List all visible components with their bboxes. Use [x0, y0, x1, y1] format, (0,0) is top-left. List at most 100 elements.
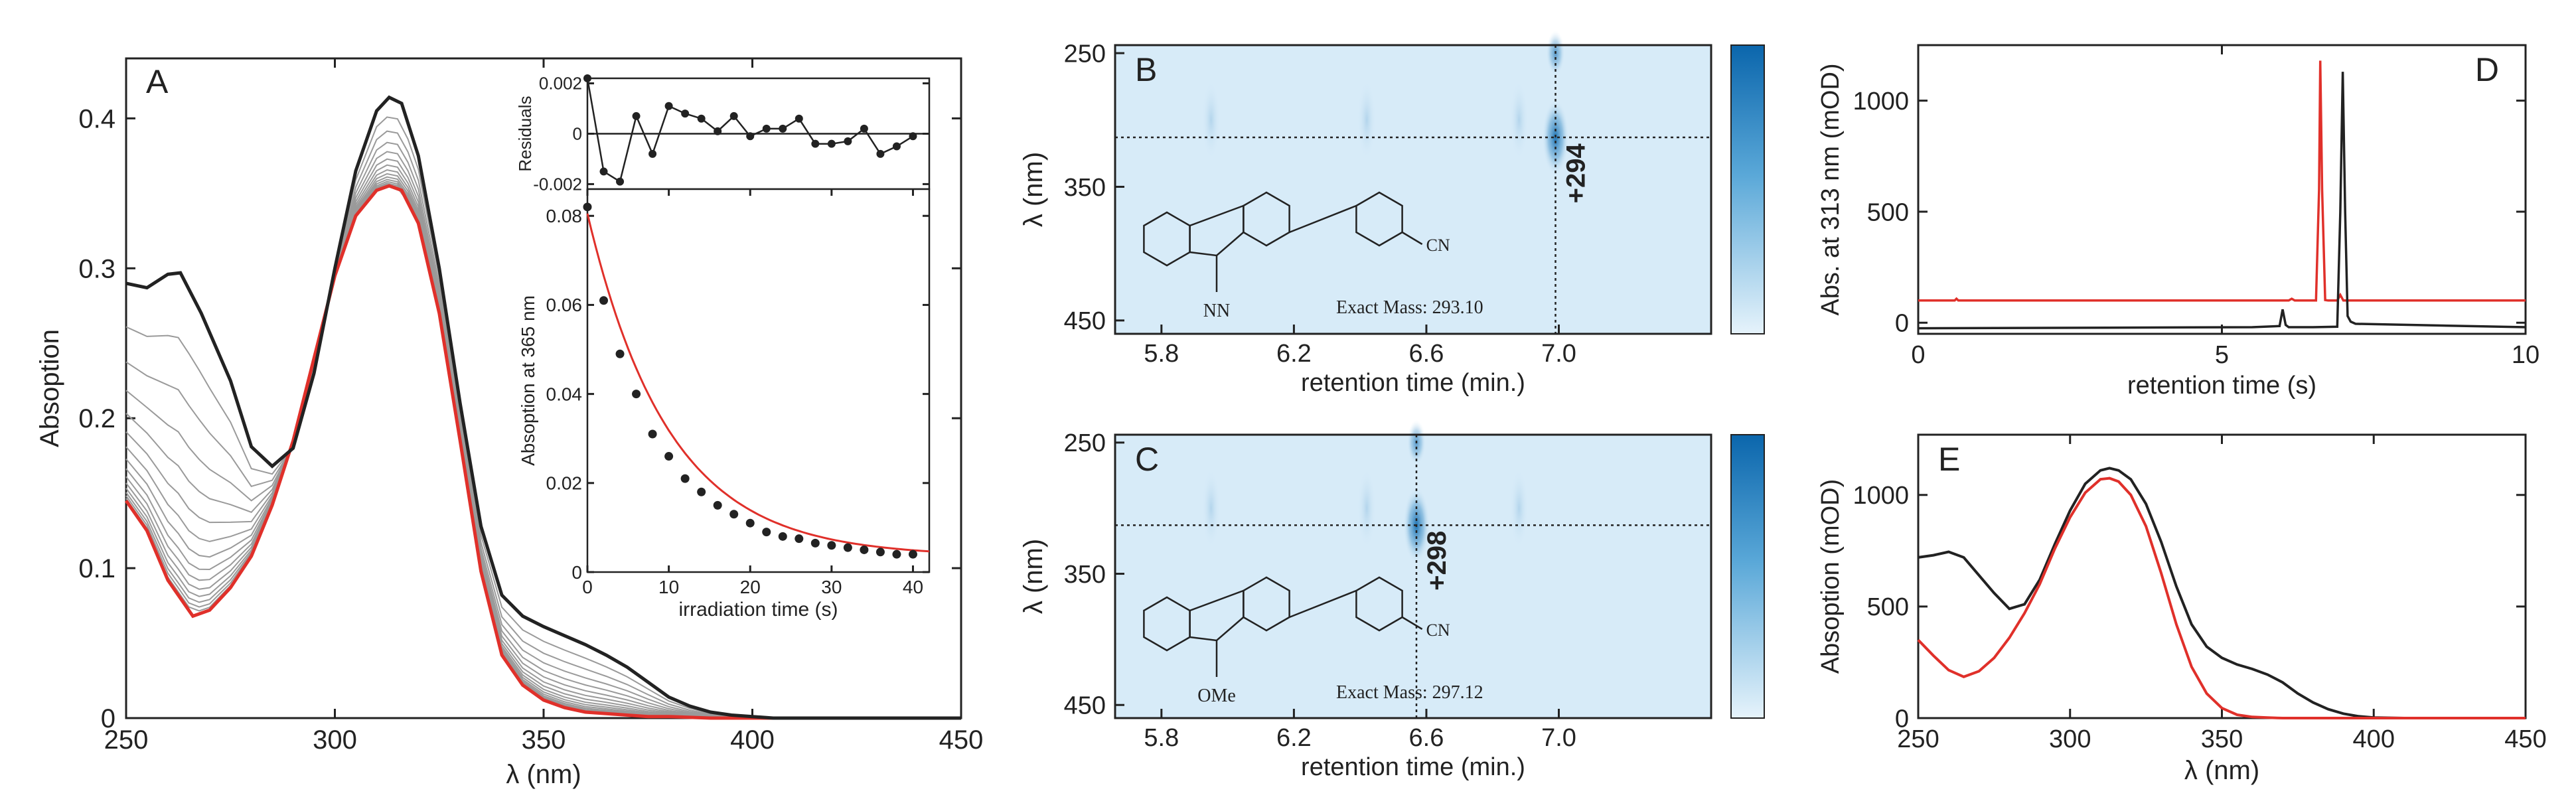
decay-y-tick-label: 0.02: [546, 473, 583, 494]
heatmap-y-tick-label: 250: [1064, 40, 1106, 68]
residual-point: [860, 124, 868, 133]
colorbar: [1730, 44, 1765, 334]
decay-y-tick-label: 0.06: [546, 295, 583, 315]
panel-e-x-tick-label: 350: [2201, 725, 2243, 753]
heatmap-frame: [1114, 433, 1712, 719]
decay-x-label: irradiation time (s): [678, 599, 838, 621]
panel-a-y-tick-label: 0.1: [78, 554, 115, 583]
heatmap-x-tick-label: 6.2: [1276, 724, 1312, 752]
residual-point: [779, 124, 787, 133]
faint-band: [1357, 468, 1377, 548]
panel-a-x-label: λ (nm): [506, 760, 581, 789]
faint-band: [1201, 468, 1221, 548]
panel-b-heatmap: 5.8 6.2 6.6 7.0 250 350 450 retention time (min…: [1019, 31, 1765, 397]
panel-d-x-tick-label: 5: [2215, 341, 2229, 369]
panel-d-y-tick-label: 0: [1895, 310, 1909, 338]
heatmap-x-tick-label: 6.2: [1276, 340, 1312, 368]
residuals-y-label: Residuals: [515, 96, 535, 171]
panel-d-x-tick-label: 10: [2512, 341, 2539, 369]
benzene-ring: [1355, 576, 1403, 632]
decay-y-tick-label: 0.04: [546, 384, 583, 404]
final-spectrum-line: [124, 184, 961, 720]
panel-d-x-tick-label: 0: [1911, 341, 1925, 369]
heatmap-x-tick-label: 5.8: [1144, 340, 1179, 368]
faint-band: [1357, 80, 1377, 160]
peak-mass-annotation: +294: [1562, 143, 1591, 204]
nitrile-bond: [1401, 616, 1423, 630]
decay-y-tick-label: 0: [571, 562, 582, 583]
heatmap-background: [1115, 45, 1711, 334]
molecule-structure: [1143, 191, 1423, 292]
molecule-structure: [1143, 576, 1423, 677]
decay-x-tick-label: 10: [658, 577, 679, 597]
substituent-label: NN: [1203, 301, 1230, 321]
panel-a-x-tick-label: 250: [104, 725, 149, 755]
panel-a-decay-inset: 0 10 20 30 40 0 0.02 0.04 0.06 0.08 irradiation ti…: [518, 188, 931, 621]
heatmap-x-tick-label: 6.6: [1409, 340, 1444, 368]
heatmap-x-label: retention time (min.): [1301, 753, 1525, 781]
decay-point: [860, 545, 869, 554]
panel-a-x-tick-label: 400: [730, 725, 775, 755]
nitrile-bond: [1401, 231, 1423, 246]
aryl-bond: [1289, 589, 1357, 619]
panel-d-y-tick-label: 1000: [1853, 88, 1909, 115]
decay-point: [810, 538, 820, 548]
panel-a-y-tick-label: 0.4: [78, 104, 115, 133]
decay-point: [762, 528, 771, 537]
heatmap-y-tick-label: 450: [1064, 307, 1106, 335]
residual-point: [648, 149, 657, 158]
panel-e-x-tick-label: 300: [2049, 725, 2091, 753]
residual-point: [876, 149, 885, 158]
decay-point: [778, 532, 787, 541]
panel-a-x-tick-label: 300: [313, 725, 357, 755]
panel-e-y-tick-label: 500: [1867, 593, 1909, 621]
residual-point: [729, 111, 738, 120]
heatmap-y-tick-label: 450: [1064, 692, 1106, 720]
panel-a-x-tick-label: 350: [522, 725, 566, 755]
panel-a-y-tick-label: 0.2: [78, 404, 115, 433]
heatmap-y-tick-label: 350: [1064, 174, 1106, 202]
decay-point: [664, 452, 674, 461]
decay-frame: [586, 188, 931, 573]
chromatogram-line-1: [1918, 60, 2526, 302]
residual-point: [616, 177, 625, 186]
heatmap-letter: B: [1135, 51, 1157, 88]
decay-x-tick-label: 30: [821, 577, 842, 597]
panel-d-frame: [1917, 44, 2527, 335]
faint-band: [1509, 80, 1529, 160]
decay-point: [827, 541, 836, 550]
residual-point: [664, 102, 673, 110]
five-membered-ring: [1189, 589, 1245, 642]
decay-point: [843, 543, 852, 552]
panel-c-heatmap: 5.8 6.2 6.6 7.0 250 350 450 retention time (min…: [1019, 419, 1765, 781]
residual-point: [714, 127, 722, 135]
residual-point: [599, 167, 608, 176]
decay-point: [713, 500, 722, 510]
panel-d-chromatogram: 0 5 10 0 500 1000 retention time (s) Abs. at 31…: [1817, 44, 2539, 400]
residual-point: [909, 132, 917, 141]
panel-e-y-label: Absoption (mOD): [1817, 479, 1845, 674]
decay-y-tick-label: 0.08: [546, 206, 583, 226]
panel-a-y-label: Absoption: [35, 329, 64, 447]
decay-fit-line: [586, 213, 930, 553]
panel-d-letter: D: [2475, 51, 2499, 88]
decay-x-tick-label: 40: [903, 577, 923, 597]
decay-y-label: Absoption at 365 nm: [518, 295, 538, 466]
spectrum-line-2: [1917, 477, 2526, 719]
residual-point: [811, 139, 820, 148]
heatmap-letter: C: [1135, 441, 1159, 478]
residual-point: [827, 139, 836, 148]
residuals-y-tick-label: -0.002: [533, 175, 582, 194]
heatmap-x-tick-label: 5.8: [1144, 724, 1179, 752]
initial-spectrum-line: [125, 95, 961, 720]
decay-point: [648, 429, 657, 439]
heatmap-y-label: λ (nm): [1019, 152, 1048, 227]
residual-point: [681, 110, 690, 118]
decay-point: [892, 550, 901, 559]
panel-a-y-tick-label: 0.3: [78, 254, 115, 283]
decay-point: [697, 487, 706, 496]
